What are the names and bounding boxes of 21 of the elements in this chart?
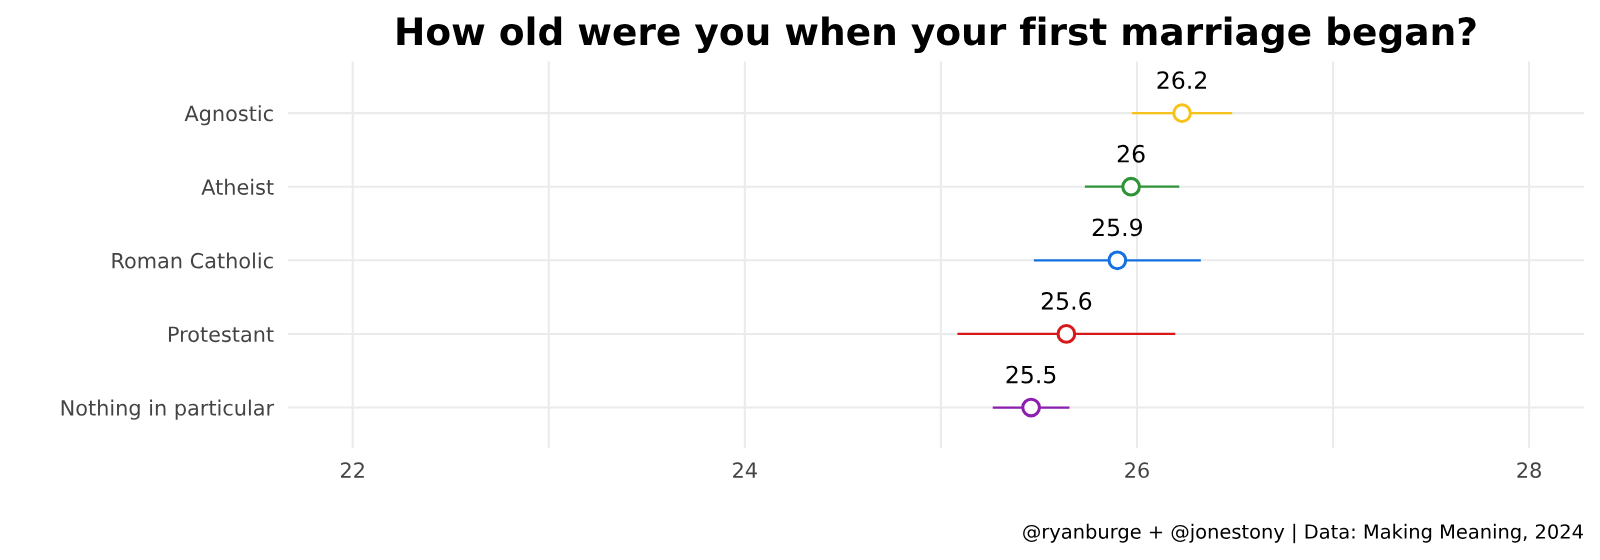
data-label: 26 [1117, 144, 1145, 163]
data-label: 26.2 [1157, 71, 1206, 90]
y-tick-label: Roman Catholic [112, 252, 273, 269]
point [1021, 397, 1041, 418]
text: @ryanburge + @jonestony | Data: Making Meaning, 2024 [1023, 523, 1583, 544]
point [1172, 103, 1192, 123]
y-tick-label: Agnostic [184, 105, 273, 126]
x-tick-label: 26 [1125, 462, 1149, 479]
x-tick-label: 28 [1517, 462, 1541, 479]
chart-title: How old were you when your first marriage began? [397, 16, 1476, 54]
data-label: 25.6 [1041, 292, 1092, 310]
y-tick-label: Nothing in particular [61, 399, 275, 420]
data-label: 25.5 [1006, 365, 1056, 384]
x-tick-label: 24 [733, 462, 757, 478]
y-tick-label: Atheist [201, 178, 274, 195]
point [1107, 250, 1128, 271]
x-tick-label: 22 [340, 462, 364, 478]
data-label: 25.9 [1092, 218, 1142, 237]
point [1121, 176, 1141, 197]
y-tick-label: Protestant [168, 326, 274, 343]
point [1056, 324, 1077, 344]
